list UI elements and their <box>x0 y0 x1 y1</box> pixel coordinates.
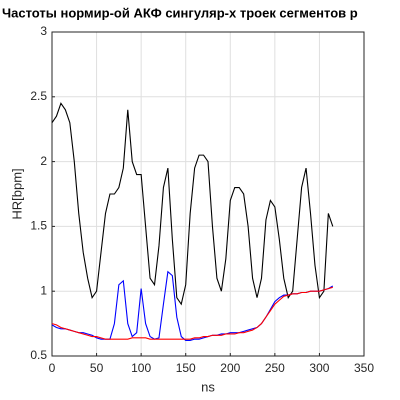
data-line <box>51 270 334 341</box>
y-tick-label: 2 <box>40 154 47 168</box>
x-tick-label: 250 <box>265 361 285 375</box>
x-axis-label: ns <box>201 379 215 394</box>
chart-title: Частоты нормир-ой АКФ сингуляр-х троек с… <box>2 5 358 20</box>
y-tick-label: 1 <box>40 283 47 297</box>
x-tick-label: 150 <box>176 361 196 375</box>
data-line <box>51 286 333 340</box>
y-tick-label: 0.5 <box>30 348 47 362</box>
x-tick-label: 0 <box>49 361 56 375</box>
plot-area <box>52 32 364 356</box>
data-line <box>51 102 334 306</box>
x-tick-label: 200 <box>220 361 240 375</box>
plot-frame <box>51 31 365 357</box>
x-tick-label: 100 <box>131 361 151 375</box>
x-tick-label: 350 <box>354 361 374 375</box>
x-tick-label: 300 <box>309 361 329 375</box>
y-tick-label: 1.5 <box>30 219 47 233</box>
x-tick-label: 50 <box>90 361 104 375</box>
y-axis-label: HR[bpm] <box>9 168 24 219</box>
y-tick-label: 2.5 <box>30 89 47 103</box>
y-tick-label: 3 <box>40 24 47 38</box>
